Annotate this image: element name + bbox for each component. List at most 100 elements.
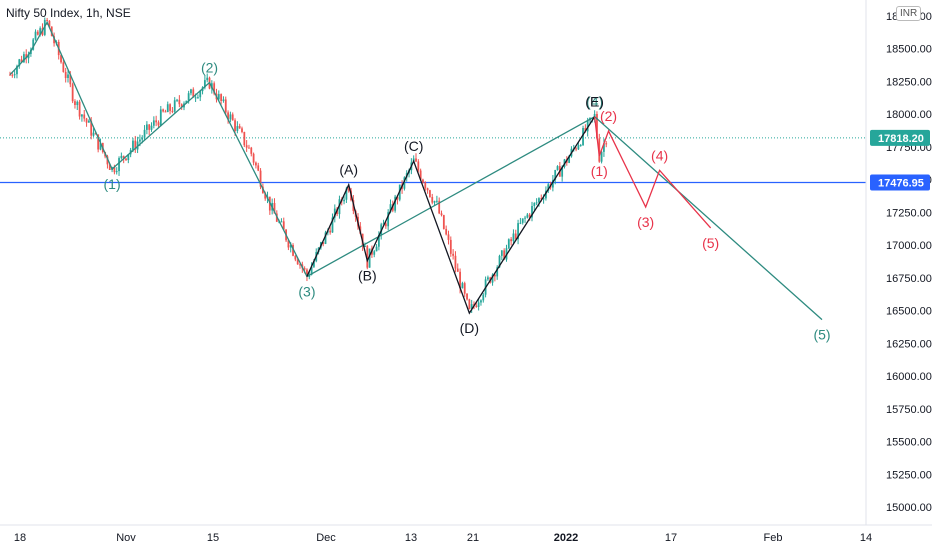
candle-body [596,114,598,139]
candle-body [422,179,424,183]
candle-body [81,114,83,117]
candle-body [306,269,308,277]
candle-body [150,125,153,130]
candle-body [324,232,327,244]
candle-body [333,208,336,218]
abcde-wave-line [306,116,596,315]
candle-body [577,145,580,150]
candle-body [231,114,234,121]
candle-body [561,166,564,177]
candle-body [99,142,102,150]
candle-body [459,271,461,289]
candle-body [538,198,540,203]
candle-body [220,94,223,101]
y-axis-bg [866,0,932,550]
candle-body [132,140,134,150]
candle-body [187,93,190,101]
candle-body [74,101,76,106]
candle-body [48,20,51,27]
candle-body [582,127,584,146]
price-label: 17476.95 [878,178,924,190]
x-tick-label: Feb [764,532,783,544]
x-tick-label: Nov [116,532,136,544]
candle-body [482,294,485,301]
candle-body [248,147,250,149]
candle-body [11,74,14,76]
candle-body [166,104,169,113]
candle-body [141,137,144,140]
candle-body [343,199,345,202]
candle-body [34,31,37,40]
abcde-wave-label: (E) [585,94,604,110]
candle-body [16,66,18,75]
candle-body [440,213,443,216]
candle-body [524,217,526,219]
candle-body [514,233,517,240]
candle-body [449,239,452,254]
y-tick-label: 17250.00 [886,207,932,219]
candle-body [603,143,605,152]
candle-body [442,215,445,229]
candle-body [87,120,90,123]
candle-body [36,31,39,35]
candle-body [313,261,315,267]
candle-body [419,170,422,180]
candle-body [299,264,301,266]
candle-body [296,259,299,265]
candle-body [136,141,139,150]
candle-body [224,99,227,113]
candle-body [507,239,510,249]
candle-body [531,205,533,218]
candle-body [377,234,380,247]
abcde-wave-label: (C) [404,138,423,154]
currency-badge[interactable]: INR [896,6,922,21]
candle-body [503,250,506,260]
abcde-wave-label: (A) [339,162,358,178]
candle-body [480,300,482,303]
candle-body [510,239,513,242]
candle-body [39,28,42,35]
x-tick-label: 2022 [554,532,578,544]
candle-body [238,126,241,129]
candle-body [257,165,260,171]
candle-body [259,170,262,187]
candle-body [213,83,216,94]
x-tick-label: 15 [207,532,219,544]
candle-body [461,283,464,289]
candle-body [417,161,420,171]
y-tick-label: 16000.00 [886,371,932,383]
candle-body [157,122,160,126]
candle-body [289,245,292,248]
candle-body [85,118,88,123]
x-axis-bg [0,525,932,550]
candle-body [500,250,503,256]
price-label-box [870,129,930,146]
candle-body [512,233,515,242]
candle-body [600,151,603,162]
candle-body [424,182,427,189]
candle-body [470,304,473,309]
x-tick-label: 21 [467,532,479,544]
candle-body [76,101,79,106]
candle-body [322,242,325,244]
y-tick-label: 18250.00 [886,76,932,88]
candle-body [169,104,171,111]
candle-body [477,302,480,307]
x-tick-label: 17 [665,532,677,544]
candle-body [13,74,16,76]
abcde-wave-label: (B) [358,268,377,284]
candle-body [194,97,197,99]
candle-body [521,218,524,223]
candle-body [115,171,118,173]
candle-body [491,274,494,283]
abcde-wave-label: (D) [460,320,479,336]
candle-body [92,132,95,136]
candle-body [25,54,28,59]
candle-body [152,120,155,126]
candle-body [445,228,448,235]
candle-body [176,99,178,101]
candle-body [217,94,220,100]
candle-body [605,143,608,145]
candle-body [475,305,478,307]
candle-body [554,170,557,180]
